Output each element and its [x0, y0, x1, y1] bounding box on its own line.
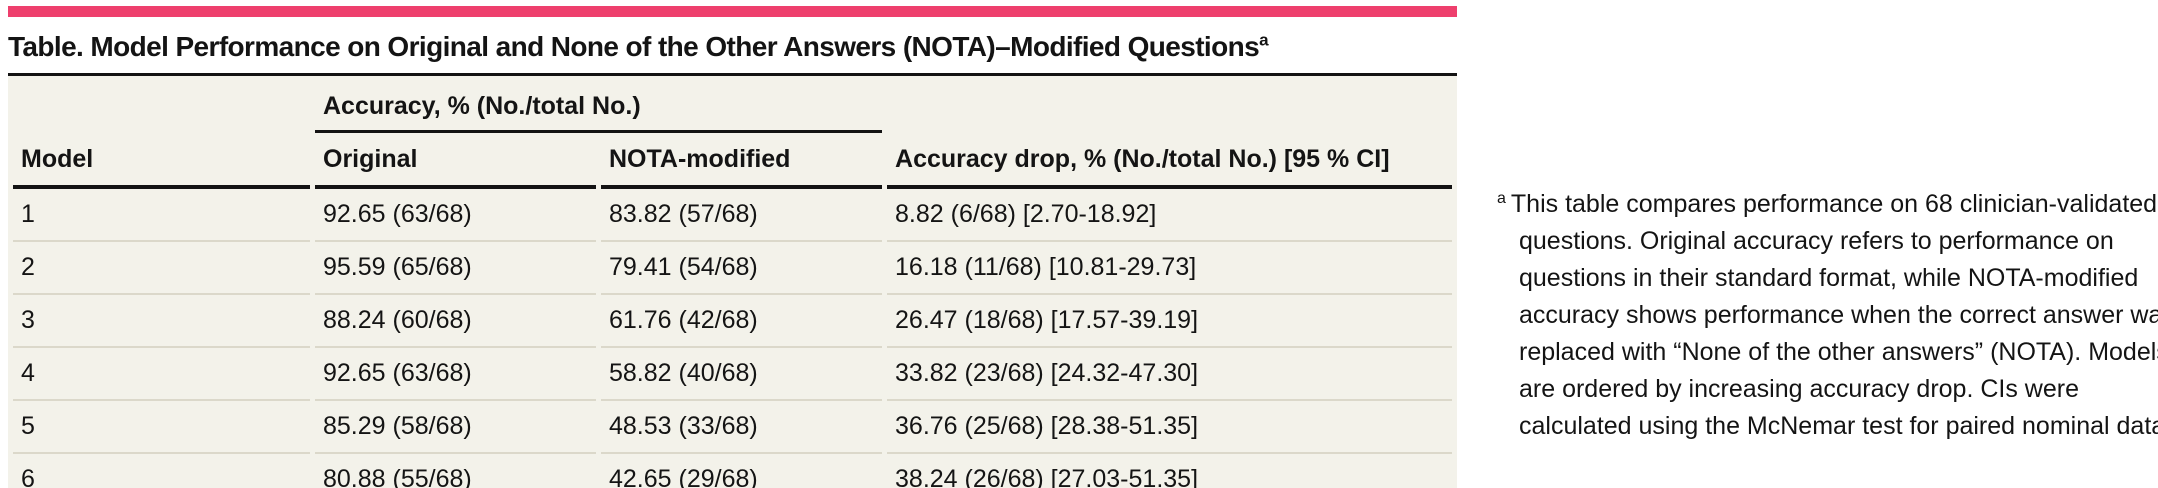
cell-accuracy-drop: 33.82 (23/68) [24.32-47.30]	[887, 348, 1453, 401]
cell-accuracy-drop: 38.24 (26/68) [27.03-51.35]	[887, 454, 1452, 488]
cell-original: 92.65 (63/68)	[315, 189, 596, 242]
spanner-header-accuracy: Accuracy, % (No./total No.)	[315, 76, 883, 133]
cell-original: 88.24 (60/68)	[315, 295, 596, 348]
cell-accuracy-drop: 26.47 (18/68) [17.57-39.19]	[887, 295, 1453, 348]
table-row: 5 85.29 (58/68) 48.53 (33/68) 36.76 (25/…	[13, 401, 1453, 454]
table-figure: Table. Model Performance on Original and…	[8, 6, 1458, 488]
column-header-accuracy-drop: Accuracy drop, % (No./total No.) [95 % C…	[887, 133, 1453, 189]
column-header-model: Model	[13, 133, 310, 189]
cell-model: 1	[13, 189, 310, 242]
table-footnote: a This table compares performance on 68 c…	[1497, 186, 2158, 445]
cell-accuracy-drop: 8.82 (6/68) [2.70-18.92]	[887, 189, 1453, 242]
header-row: Model Original NOTA-modified Accuracy dr…	[13, 133, 1453, 189]
cell-nota-modified: 58.82 (40/68)	[601, 348, 883, 401]
cell-accuracy-drop: 16.18 (11/68) [10.81-29.73]	[887, 242, 1453, 295]
cell-model: 3	[13, 295, 310, 348]
spanner-spacer-right	[887, 76, 1452, 133]
cell-nota-modified: 48.53 (33/68)	[601, 401, 883, 454]
cell-model: 4	[13, 348, 310, 401]
title-footnote-marker: a	[1259, 30, 1268, 50]
table-row: 3 88.24 (60/68) 61.76 (42/68) 26.47 (18/…	[13, 295, 1453, 348]
cell-nota-modified: 61.76 (42/68)	[601, 295, 883, 348]
column-header-nota-modified: NOTA-modified	[601, 133, 883, 189]
cell-nota-modified: 83.82 (57/68)	[601, 189, 883, 242]
table-title: Table. Model Performance on Original and…	[8, 30, 1457, 76]
table-title-text: Table. Model Performance on Original and…	[8, 31, 1260, 62]
table-row: 2 95.59 (65/68) 79.41 (54/68) 16.18 (11/…	[13, 242, 1453, 295]
cell-accuracy-drop: 36.76 (25/68) [28.38-51.35]	[887, 401, 1453, 454]
cell-model: 6	[13, 454, 310, 488]
cell-nota-modified: 42.65 (29/68)	[601, 454, 882, 488]
cell-original: 92.65 (63/68)	[315, 348, 596, 401]
table-row: 4 92.65 (63/68) 58.82 (40/68) 33.82 (23/…	[13, 348, 1453, 401]
accent-bar	[8, 6, 1457, 17]
column-header-original: Original	[315, 133, 596, 189]
cell-model: 5	[13, 401, 310, 454]
table-row: 1 92.65 (63/68) 83.82 (57/68) 8.82 (6/68…	[13, 189, 1453, 242]
cell-original: 85.29 (58/68)	[315, 401, 596, 454]
performance-table: Accuracy, % (No./total No.) Model Origin…	[8, 76, 1458, 488]
footnote-text: This table compares performance on 68 cl…	[1510, 190, 2158, 440]
cell-model: 2	[13, 242, 310, 295]
cell-original: 80.88 (55/68)	[315, 454, 596, 488]
spanner-row: Accuracy, % (No./total No.)	[13, 76, 1452, 133]
cell-original: 95.59 (65/68)	[315, 242, 596, 295]
footnote-marker: a	[1497, 189, 1506, 207]
table-row: 6 80.88 (55/68) 42.65 (29/68) 38.24 (26/…	[13, 454, 1452, 488]
spanner-spacer-left	[13, 76, 310, 133]
cell-nota-modified: 79.41 (54/68)	[601, 242, 883, 295]
